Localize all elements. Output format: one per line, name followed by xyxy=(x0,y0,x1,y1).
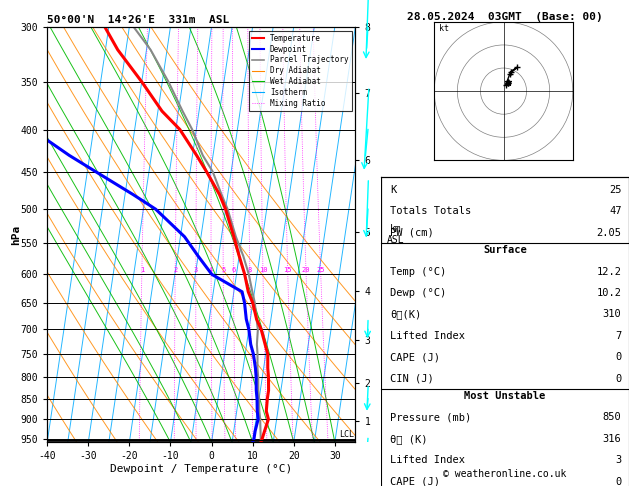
Text: 25: 25 xyxy=(609,185,621,195)
Text: K: K xyxy=(391,185,397,195)
Y-axis label: km
ASL: km ASL xyxy=(386,224,404,245)
Text: 4: 4 xyxy=(209,267,213,273)
Legend: Temperature, Dewpoint, Parcel Trajectory, Dry Adiabat, Wet Adiabat, Isotherm, Mi: Temperature, Dewpoint, Parcel Trajectory… xyxy=(249,31,352,111)
Text: 2: 2 xyxy=(173,267,177,273)
Text: 20: 20 xyxy=(302,267,310,273)
Text: 28.05.2024  03GMT  (Base: 00): 28.05.2024 03GMT (Base: 00) xyxy=(407,12,603,22)
Text: 10.2: 10.2 xyxy=(596,288,621,298)
Text: 1: 1 xyxy=(140,267,144,273)
X-axis label: Dewpoint / Temperature (°C): Dewpoint / Temperature (°C) xyxy=(110,464,292,474)
Text: 25: 25 xyxy=(316,267,325,273)
Text: 7: 7 xyxy=(615,331,621,341)
Text: 12.2: 12.2 xyxy=(596,267,621,277)
Text: 6: 6 xyxy=(231,267,235,273)
Text: Pressure (mb): Pressure (mb) xyxy=(391,413,472,422)
Text: Dewp (°C): Dewp (°C) xyxy=(391,288,447,298)
Text: Lifted Index: Lifted Index xyxy=(391,455,465,465)
Text: 2.05: 2.05 xyxy=(596,228,621,238)
Text: 10: 10 xyxy=(259,267,267,273)
Text: 15: 15 xyxy=(284,267,292,273)
Text: Totals Totals: Totals Totals xyxy=(391,207,472,216)
Text: Temp (°C): Temp (°C) xyxy=(391,267,447,277)
Text: hPa: hPa xyxy=(11,225,21,244)
Text: 8: 8 xyxy=(248,267,252,273)
Text: Surface: Surface xyxy=(483,245,526,256)
Text: LCL: LCL xyxy=(339,430,354,439)
Text: PW (cm): PW (cm) xyxy=(391,228,434,238)
Text: 850: 850 xyxy=(603,413,621,422)
Text: Most Unstable: Most Unstable xyxy=(464,391,545,401)
Text: 310: 310 xyxy=(603,310,621,319)
Text: CAPE (J): CAPE (J) xyxy=(391,477,440,486)
Text: © weatheronline.co.uk: © weatheronline.co.uk xyxy=(443,469,567,479)
Text: 0: 0 xyxy=(615,374,621,383)
Text: 5: 5 xyxy=(221,267,225,273)
Text: CAPE (J): CAPE (J) xyxy=(391,352,440,362)
Text: 47: 47 xyxy=(609,207,621,216)
Text: 3: 3 xyxy=(194,267,198,273)
Text: θᴇ(K): θᴇ(K) xyxy=(391,310,421,319)
Text: 3: 3 xyxy=(615,455,621,465)
Text: 316: 316 xyxy=(603,434,621,444)
Text: CIN (J): CIN (J) xyxy=(391,374,434,383)
Text: kt: kt xyxy=(439,24,449,33)
Text: 0: 0 xyxy=(615,477,621,486)
Text: 0: 0 xyxy=(615,352,621,362)
Text: Lifted Index: Lifted Index xyxy=(391,331,465,341)
Text: θᴇ (K): θᴇ (K) xyxy=(391,434,428,444)
Text: 50°00'N  14°26'E  331m  ASL: 50°00'N 14°26'E 331m ASL xyxy=(47,15,230,25)
